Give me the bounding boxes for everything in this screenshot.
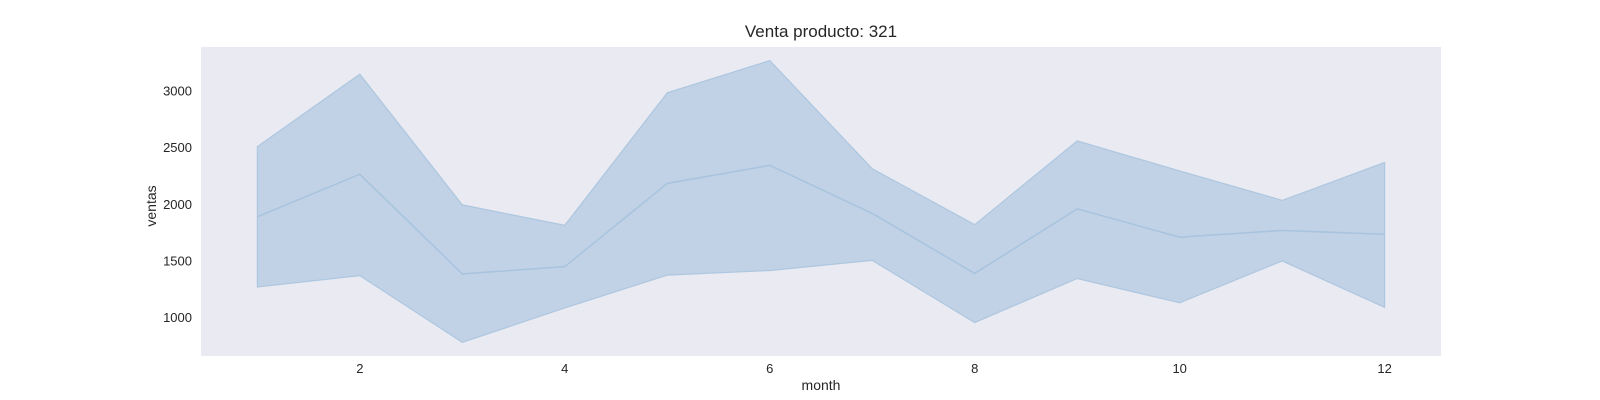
data-point (461, 272, 464, 275)
data-point (1178, 236, 1181, 239)
y-tick-label: 3000 (163, 84, 192, 99)
data-point (563, 265, 566, 268)
x-tick-label: 6 (766, 361, 773, 376)
data-point (973, 272, 976, 275)
data-point (1383, 233, 1386, 236)
mean-line (257, 164, 1385, 275)
data-point (768, 164, 771, 167)
data-point (256, 215, 259, 218)
x-axis-label: month (801, 377, 841, 393)
x-tick-label: 2 (356, 361, 363, 376)
y-tick-label: 1500 (163, 253, 192, 268)
data-point (871, 212, 874, 215)
y-tick-label: 2000 (163, 197, 192, 212)
confidence-band (256, 59, 1386, 344)
x-tick-label: 4 (561, 361, 568, 376)
data-point (1281, 229, 1284, 232)
y-tick-label: 2500 (163, 140, 192, 155)
y-tick-label: 1000 (163, 310, 192, 325)
chart-title: Venta producto: 321 (744, 22, 898, 41)
data-point (1076, 207, 1079, 210)
x-tick-label: 10 (1172, 361, 1186, 376)
data-point (666, 182, 669, 185)
y-axis-label: ventas (143, 185, 159, 227)
data-point (358, 173, 361, 176)
x-tick-label: 8 (971, 361, 978, 376)
x-tick-label: 12 (1377, 361, 1391, 376)
